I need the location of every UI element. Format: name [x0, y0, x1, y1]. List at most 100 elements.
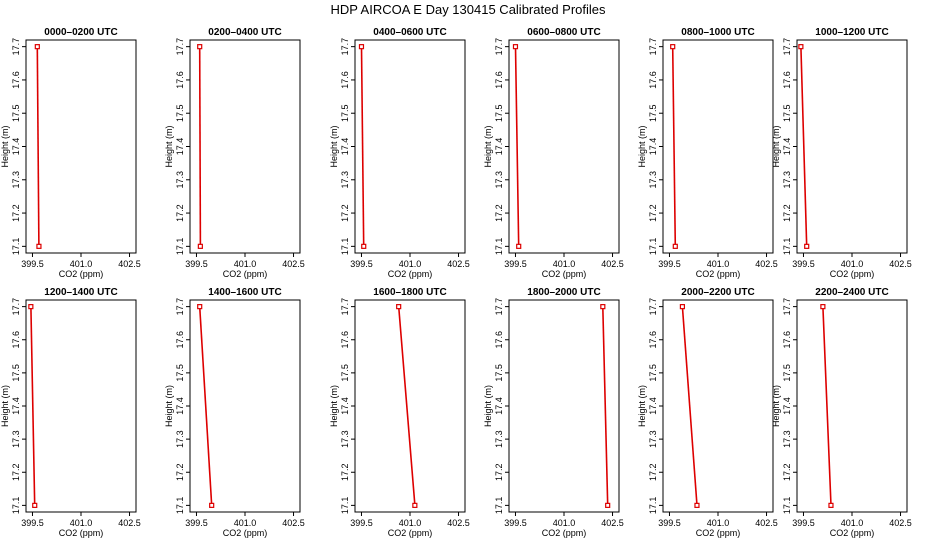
- y-tick-label: 17.4: [494, 138, 504, 156]
- x-tick-label: 402.5: [889, 518, 912, 528]
- y-tick-label: 17.5: [340, 104, 350, 122]
- x-axis-label: CO2 (ppm): [59, 269, 104, 279]
- y-tick-label: 17.7: [494, 298, 504, 316]
- x-axis-label: CO2 (ppm): [696, 528, 741, 538]
- data-point: [197, 243, 203, 249]
- y-tick-label: 17.1: [648, 238, 658, 256]
- data-point: [209, 502, 215, 508]
- x-tick-label: 401.0: [707, 518, 730, 528]
- y-tick-label: 17.6: [494, 331, 504, 349]
- y-tick-label: 17.4: [175, 397, 185, 415]
- profile-line: [822, 306, 832, 506]
- data-point: [600, 304, 606, 310]
- data-point: [197, 304, 203, 310]
- x-axis-label: CO2 (ppm): [223, 269, 268, 279]
- plot-frame: [354, 299, 466, 513]
- data-point: [512, 44, 519, 50]
- profile-line: [198, 46, 202, 247]
- y-tick-label: 17.2: [175, 463, 185, 481]
- data-point: [672, 243, 678, 249]
- y-tick-label: 17.2: [175, 204, 185, 222]
- data-point: [605, 502, 611, 508]
- x-axis-label: CO2 (ppm): [542, 528, 587, 538]
- panel-title: 0400–0600 UTC: [373, 27, 446, 38]
- y-tick-label: 17.5: [494, 364, 504, 382]
- y-axis-label: Height (m): [771, 385, 781, 427]
- y-tick-label: 17.1: [175, 238, 185, 256]
- panel-5: 0800–1000 UTC 17.1 17.2 17.3 17.4 17.5 17.6 17.…: [637, 27, 778, 279]
- panel-title: 1400–1600 UTC: [208, 287, 281, 298]
- plot-frame: [25, 39, 137, 254]
- y-tick-label: 17.7: [11, 298, 21, 316]
- y-axis-label: Height (m): [164, 125, 174, 167]
- panel-title: 1800–2000 UTC: [527, 287, 600, 298]
- data-point: [516, 243, 522, 249]
- x-axis-label: CO2 (ppm): [830, 269, 875, 279]
- panel-title: 1200–1400 UTC: [44, 287, 117, 298]
- y-tick-label: 17.6: [782, 331, 792, 349]
- y-tick-label: 17.1: [494, 497, 504, 515]
- x-tick-label: 399.5: [504, 259, 527, 269]
- x-tick-label: 402.5: [282, 518, 305, 528]
- y-tick-label: 17.1: [340, 497, 350, 515]
- y-tick-label: 17.4: [340, 138, 350, 156]
- panel-title: 0200–0400 UTC: [208, 27, 281, 38]
- y-tick-label: 17.1: [340, 238, 350, 256]
- panels-group: 0000–0200 UTC 17.1 17.2 17.3 17.4 17.5 17.6 17.…: [0, 27, 912, 538]
- y-tick-label: 17.7: [175, 38, 185, 56]
- plot-frame: [662, 299, 774, 513]
- y-tick-label: 17.6: [494, 71, 504, 89]
- plot-frame: [354, 39, 466, 254]
- x-tick-label: 401.0: [399, 259, 422, 269]
- panel-10: 1800–2000 UTC 17.1 17.2 17.3 17.4 17.5 17.6 17.…: [483, 287, 624, 538]
- y-axis-label: Height (m): [329, 385, 339, 427]
- x-tick-label: 399.5: [504, 518, 527, 528]
- y-tick-label: 17.3: [648, 171, 658, 189]
- x-tick-label: 399.5: [350, 259, 373, 269]
- data-point: [36, 243, 42, 249]
- y-tick-label: 17.6: [648, 331, 658, 349]
- plot-frame: [796, 39, 908, 254]
- panel-3: 0400–0600 UTC 17.1 17.2 17.3 17.4 17.5 17.6 17.…: [329, 27, 470, 279]
- y-tick-label: 17.3: [175, 171, 185, 189]
- profile-line: [36, 46, 40, 247]
- x-tick-label: 401.0: [70, 518, 93, 528]
- y-tick-label: 17.2: [11, 204, 21, 222]
- data-point: [197, 44, 203, 50]
- panel-9: 1600–1800 UTC 17.1 17.2 17.3 17.4 17.5 17.6 17.…: [329, 287, 470, 538]
- profile-line: [681, 306, 698, 506]
- y-tick-label: 17.3: [782, 430, 792, 448]
- x-axis-label: CO2 (ppm): [542, 269, 587, 279]
- y-tick-label: 17.2: [782, 204, 792, 222]
- panel-title: 1000–1200 UTC: [815, 27, 888, 38]
- x-tick-label: 402.5: [282, 259, 305, 269]
- y-tick-label: 17.2: [494, 204, 504, 222]
- y-tick-label: 17.4: [11, 138, 21, 156]
- y-axis-label: Height (m): [164, 385, 174, 427]
- y-axis-label: Height (m): [483, 385, 493, 427]
- y-tick-label: 17.7: [782, 298, 792, 316]
- y-tick-label: 17.4: [11, 397, 21, 415]
- y-tick-label: 17.7: [782, 38, 792, 56]
- data-point: [828, 502, 834, 508]
- y-tick-label: 17.6: [11, 71, 21, 89]
- panel-12: 2200–2400 UTC 17.1 17.2 17.3 17.4 17.5 17.6 17.…: [771, 287, 912, 538]
- y-tick-label: 17.5: [175, 104, 185, 122]
- y-tick-label: 17.5: [782, 104, 792, 122]
- panel-4: 0600–0800 UTC 17.1 17.2 17.3 17.4 17.5 17.6 17.…: [483, 27, 624, 279]
- x-tick-label: 399.5: [21, 518, 44, 528]
- y-axis-label: Height (m): [637, 385, 647, 427]
- y-tick-label: 17.7: [648, 38, 658, 56]
- y-tick-label: 17.3: [340, 430, 350, 448]
- x-tick-label: 402.5: [118, 518, 141, 528]
- data-point: [820, 304, 826, 310]
- data-point: [679, 304, 686, 310]
- panel-1: 0000–0200 UTC 17.1 17.2 17.3 17.4 17.5 17.6 17.…: [0, 27, 141, 279]
- y-tick-label: 17.2: [340, 463, 350, 481]
- x-tick-label: 399.5: [21, 259, 44, 269]
- y-tick-label: 17.4: [648, 397, 658, 415]
- x-axis-label: CO2 (ppm): [59, 528, 104, 538]
- profile-line: [800, 46, 808, 247]
- x-tick-label: 399.5: [792, 259, 815, 269]
